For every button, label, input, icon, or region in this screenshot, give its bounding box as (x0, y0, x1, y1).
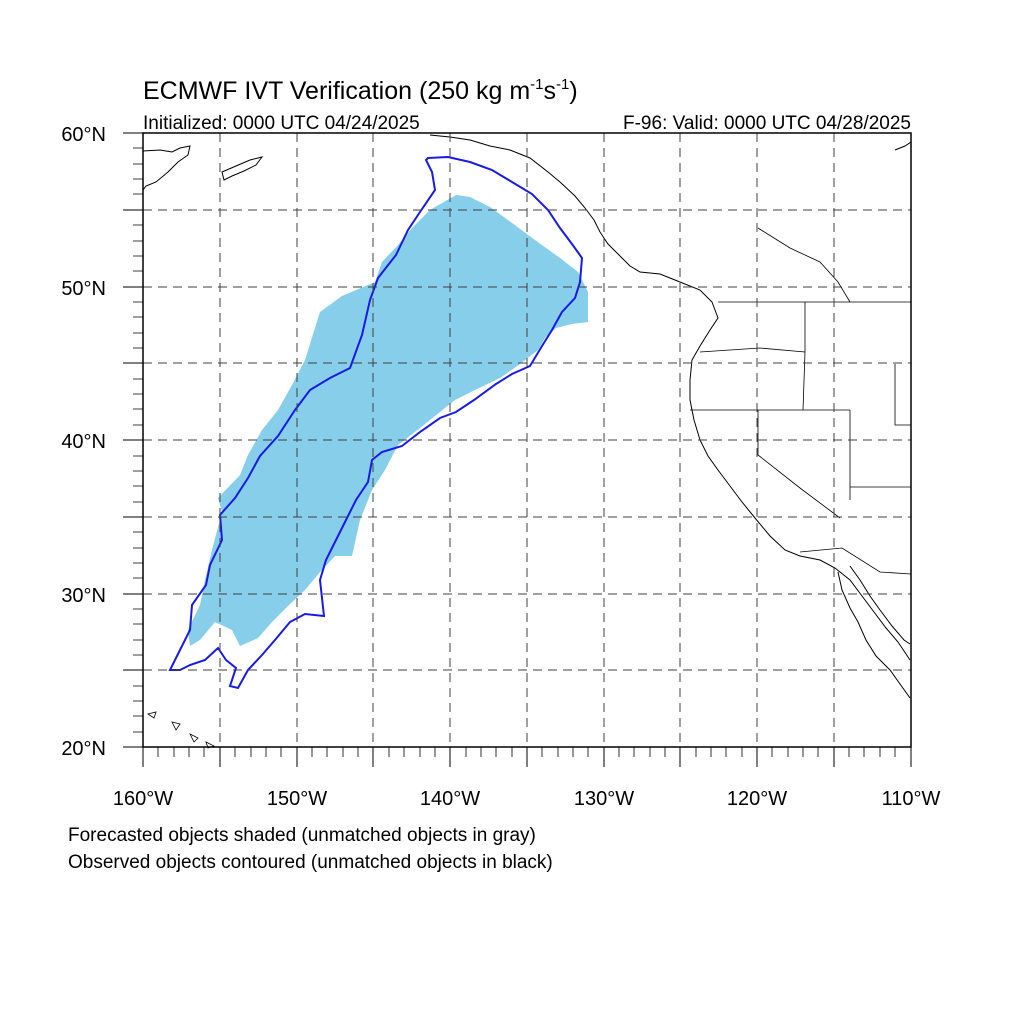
title-s: s (544, 77, 557, 105)
lat-label-50: 50°N (61, 278, 106, 300)
ca-nv-border (757, 410, 841, 519)
latitude-labels: 60°N 50°N 40°N 30°N 20°N (61, 124, 106, 760)
lat-label-30: 30°N (61, 585, 106, 607)
title-main: ECMWF IVT Verification (250 kg m (143, 77, 530, 105)
us-mexico-border (799, 547, 912, 575)
canada-coast (599, 231, 911, 661)
title-exp2: -1 (556, 76, 569, 93)
alaska-peninsula (221, 156, 264, 181)
legend-observed-note: Observed objects contoured (unmatched ob… (68, 852, 553, 873)
lat-label-60: 60°N (61, 124, 106, 146)
valid-label: F-96: Valid: 0000 UTC 04/28/2025 (623, 113, 911, 134)
plot-title: ECMWF IVT Verification (250 kg m-1s-1) (143, 76, 578, 105)
lat-label-20: 20°N (61, 738, 106, 760)
lon-label-150w: 150°W (267, 788, 327, 810)
lon-label-130w: 130°W (574, 788, 634, 810)
longitude-labels: 160°W 150°W 140°W 130°W 120°W 110°W (113, 788, 941, 810)
lon-label-120w: 120°W (727, 788, 787, 810)
observed-ivt-object (168, 155, 584, 690)
title-exp1: -1 (530, 76, 543, 93)
bc-interior (757, 227, 851, 303)
lat-label-40: 40°N (61, 431, 106, 453)
idaho-border (802, 302, 806, 411)
legend-forecast-note: Forecasted objects shaded (unmatched obj… (68, 825, 536, 846)
alaska-coast (142, 145, 191, 191)
axis-ticks (123, 132, 912, 767)
lon-label-160w: 160°W (113, 788, 173, 810)
northeast-coast-fragment (894, 141, 912, 151)
state-borders (147, 227, 912, 749)
forecast-ivt-object (188, 195, 588, 646)
wa-or-border (699, 347, 806, 353)
lon-label-140w: 140°W (420, 788, 480, 810)
baja-coast (837, 571, 911, 699)
graticule (143, 133, 911, 747)
lon-label-110w: 110°W (882, 788, 941, 810)
initialized-label: Initialized: 0000 UTC 04/24/2025 (143, 113, 420, 134)
hawaii-islands (147, 711, 216, 749)
minor-ticks (133, 147, 896, 757)
gulf-california (849, 565, 911, 645)
title-close: ) (569, 77, 577, 105)
wy-border (894, 364, 911, 426)
